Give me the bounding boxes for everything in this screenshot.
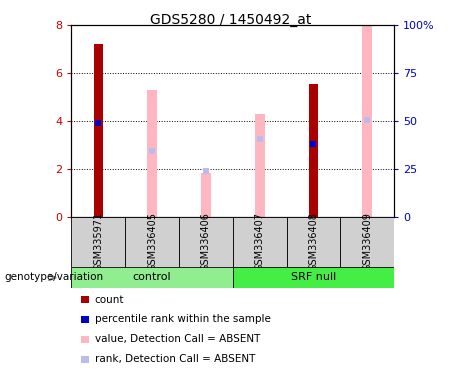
Text: percentile rank within the sample: percentile rank within the sample <box>95 314 271 324</box>
Text: GDS5280 / 1450492_at: GDS5280 / 1450492_at <box>150 13 311 27</box>
Bar <box>362 26 372 217</box>
Text: count: count <box>95 295 124 305</box>
Text: value, Detection Call = ABSENT: value, Detection Call = ABSENT <box>95 334 260 344</box>
Bar <box>71 217 125 267</box>
Text: GSM336408: GSM336408 <box>308 212 319 271</box>
Bar <box>309 84 318 217</box>
Text: GSM336406: GSM336406 <box>201 212 211 271</box>
Bar <box>255 114 265 217</box>
Bar <box>125 217 179 267</box>
Text: genotype/variation: genotype/variation <box>5 272 104 283</box>
Bar <box>179 217 233 267</box>
Text: GSM336407: GSM336407 <box>254 212 265 271</box>
Bar <box>71 267 233 288</box>
Text: SRF null: SRF null <box>291 272 336 283</box>
Text: GSM336405: GSM336405 <box>147 212 157 271</box>
Bar <box>233 217 287 267</box>
Text: GSM336409: GSM336409 <box>362 212 372 271</box>
Bar <box>94 44 103 217</box>
Bar <box>233 267 394 288</box>
Bar <box>148 90 157 217</box>
Bar <box>340 217 394 267</box>
Bar <box>201 172 211 217</box>
Text: GSM335971: GSM335971 <box>93 212 103 271</box>
Text: rank, Detection Call = ABSENT: rank, Detection Call = ABSENT <box>95 354 255 364</box>
Text: control: control <box>133 272 171 283</box>
Bar <box>287 217 340 267</box>
